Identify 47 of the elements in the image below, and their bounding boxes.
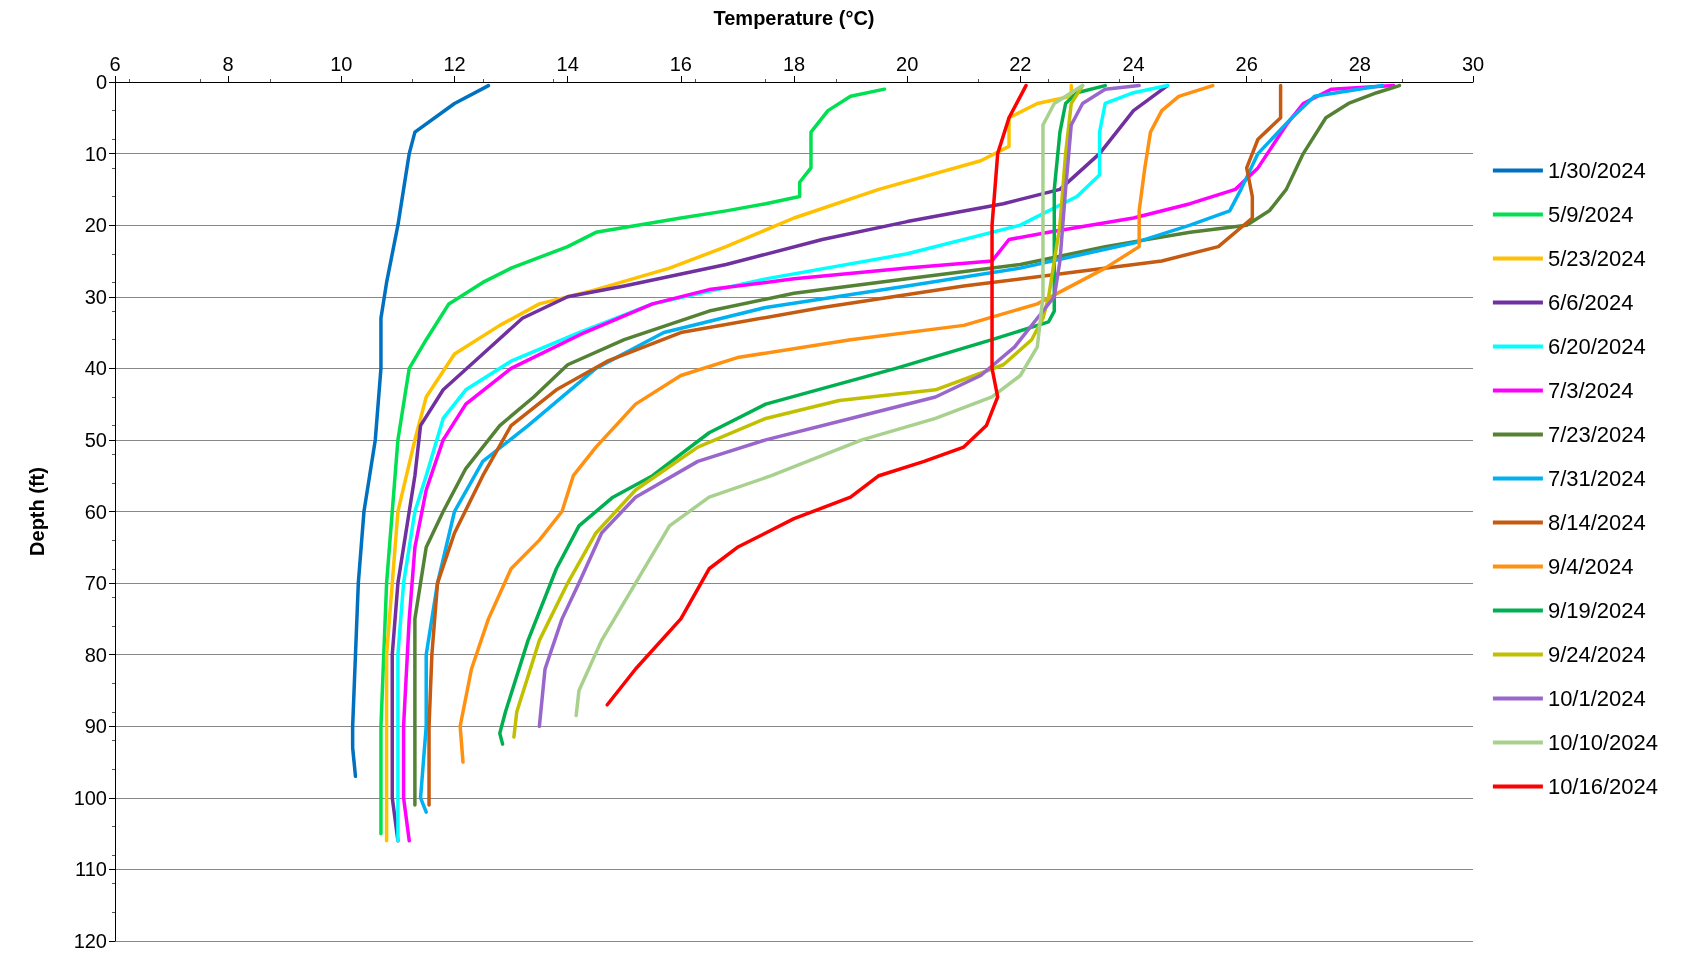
legend-label: 7/31/2024 [1547, 466, 1646, 491]
line-series [458, 83, 1215, 764]
x-tick-label: 30 [1461, 53, 1485, 75]
legend-label: 1/30/2024 [1547, 158, 1646, 183]
legend-label: 7/3/2024 [1547, 378, 1634, 403]
legend-label: 9/24/2024 [1547, 642, 1646, 667]
y-tick-label: 70 [84, 572, 107, 595]
y-tick-label: 40 [84, 357, 107, 380]
x-tick-label: 10 [330, 53, 353, 75]
x-tick-label: 16 [669, 53, 692, 75]
line-series [605, 83, 1028, 707]
y-tick-label: 20 [84, 214, 107, 237]
y-tick-label: 100 [73, 786, 107, 809]
x-tick-label: 18 [782, 53, 806, 75]
legend-label: 5/9/2024 [1547, 202, 1634, 227]
y-tick-label: 0 [95, 71, 107, 93]
line-series [350, 83, 491, 779]
y-tick-label: 50 [84, 428, 107, 451]
legend-label: 9/4/2024 [1547, 554, 1634, 579]
legend-label: 8/14/2024 [1547, 510, 1646, 535]
line-series [379, 87, 887, 836]
x-axis-title: Temperature (°C) [713, 7, 875, 29]
x-tick-label: 14 [556, 53, 579, 75]
x-tick-label: 20 [896, 53, 919, 75]
x-tick-label: 12 [443, 53, 466, 75]
y-axis-title: Depth (ft) [26, 467, 48, 556]
legend-label: 9/19/2024 [1547, 598, 1646, 623]
y-tick-label: 120 [73, 930, 107, 952]
legend-label: 10/16/2024 [1547, 774, 1658, 799]
y-tick-label: 60 [84, 500, 107, 523]
y-tick-label: 90 [84, 715, 107, 738]
legend-label: 6/6/2024 [1547, 290, 1634, 315]
y-tick-label: 30 [84, 285, 107, 308]
x-tick-label: 24 [1122, 53, 1145, 75]
legend-label: 5/23/2024 [1547, 246, 1646, 271]
x-tick-label: 26 [1235, 53, 1258, 75]
x-tick-label: 22 [1009, 53, 1032, 75]
y-tick-label: 110 [75, 858, 107, 881]
y-tick-label: 80 [84, 643, 107, 666]
x-tick-label: 8 [222, 53, 234, 75]
legend-label: 6/20/2024 [1547, 334, 1646, 359]
x-tick-label: 6 [109, 53, 121, 75]
legend-label: 10/1/2024 [1547, 686, 1646, 711]
y-tick-label: 10 [84, 142, 107, 165]
x-tick-label: 28 [1348, 53, 1371, 75]
legend-label: 10/10/2024 [1547, 730, 1658, 755]
legend-label: 7/23/2024 [1547, 422, 1646, 447]
